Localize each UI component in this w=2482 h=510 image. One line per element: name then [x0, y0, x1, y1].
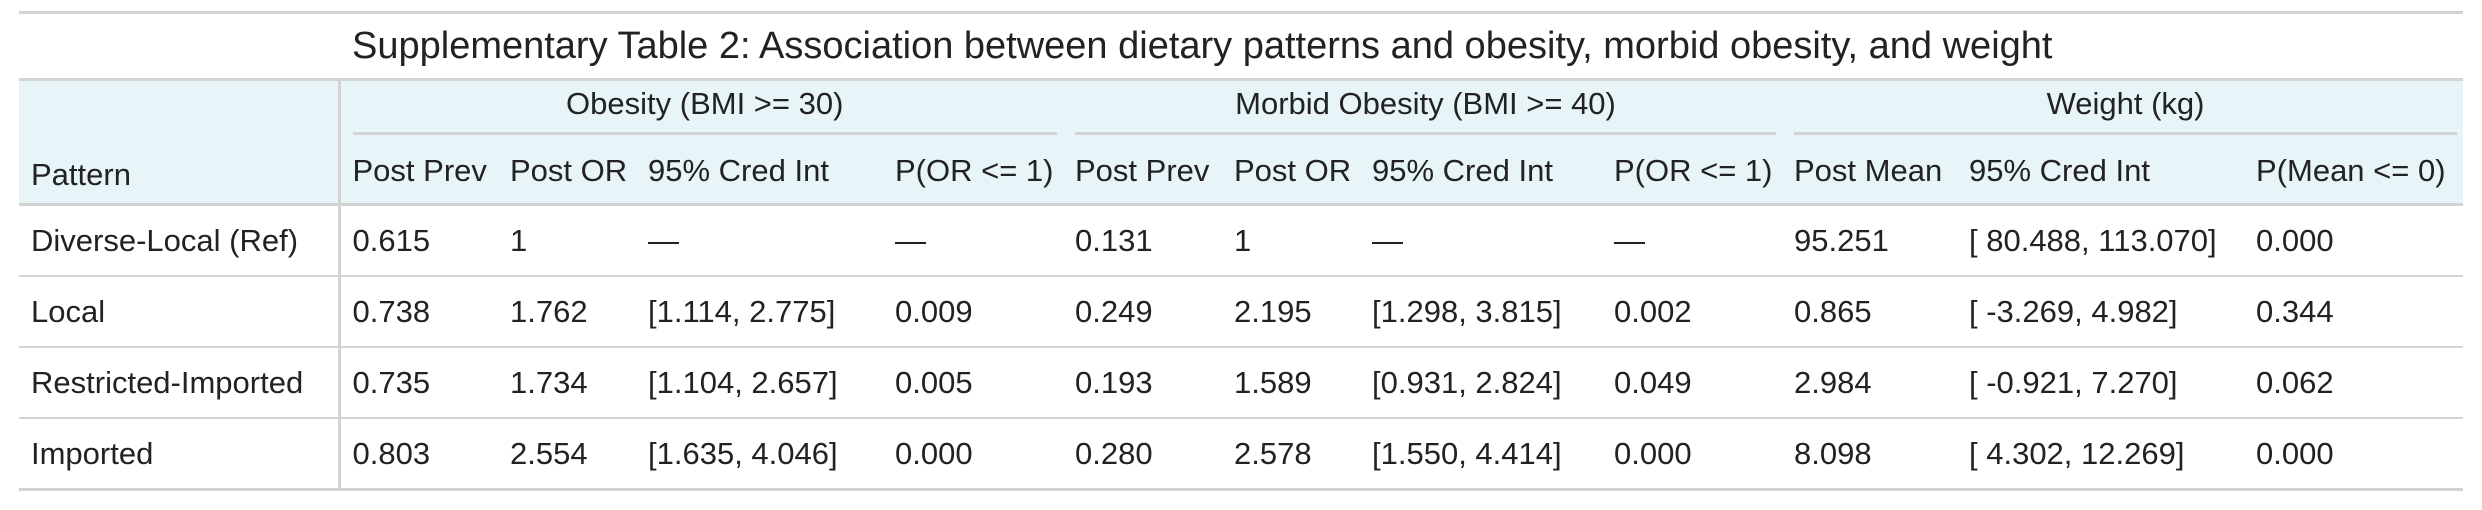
table-cell: 0.193 [1063, 347, 1222, 419]
table-cell: — [1602, 204, 1782, 277]
table-cell: 0.049 [1602, 347, 1782, 419]
table-cell: 2.195 [1222, 276, 1360, 348]
spanner-obesity: Obesity (BMI >= 30) [339, 79, 1063, 139]
table-cell: 1 [498, 204, 636, 277]
table-cell: 0.865 [1782, 276, 1957, 348]
column-header: P(OR <= 1) [883, 139, 1063, 206]
column-header: P(Mean <= 0) [2244, 139, 2464, 206]
table-cell: 0.344 [2244, 276, 2464, 348]
spanner-weight: Weight (kg) [1782, 79, 2464, 139]
table-cell: 0.005 [883, 347, 1063, 419]
spanner-morbid-obesity: Morbid Obesity (BMI >= 40) [1063, 79, 1782, 139]
supplementary-table: Supplementary Table 2: Association betwe… [19, 11, 2464, 491]
column-header: Post OR [1222, 139, 1360, 206]
table-cell: 0.738 [339, 276, 498, 348]
table-cell: [1.114, 2.775] [636, 276, 883, 348]
table-row: Restricted-Imported 0.735 1.734 [1.104, 2.6… [19, 347, 2464, 419]
column-header: Post OR [498, 139, 636, 206]
table-cell: 1.589 [1222, 347, 1360, 419]
table-cell: 0.280 [1075, 435, 1153, 471]
table-cell: [1.104, 2.657] [636, 347, 883, 419]
table-title: Supplementary Table 2: Association betwe… [339, 12, 2464, 81]
table-cell: [1.635, 4.046] [648, 435, 838, 471]
column-header: Post Prev [339, 139, 498, 206]
column-header: Post Prev [1063, 139, 1222, 206]
table-cell: 0.249 [1063, 276, 1222, 348]
table-cell: [1.298, 3.815] [1360, 276, 1602, 348]
table-cell: — [636, 204, 883, 277]
title-row: Supplementary Table 2: Association betwe… [19, 12, 2464, 81]
table-row: Imported 0.803 2.554 [1.635, 4.046] 0.000 0.2… [19, 418, 2463, 490]
table-cell: 0.803 [352, 435, 431, 471]
table-cell: 0.062 [2244, 347, 2464, 419]
table-cell: 95.251 [1782, 204, 1957, 277]
table-cell: 2.554 [510, 435, 588, 471]
stub-header: Pattern [19, 79, 341, 206]
table-cell: 0.009 [883, 276, 1063, 348]
table-cell: 1.762 [498, 276, 636, 348]
table-cell: [1.550, 4.414] [1372, 435, 1562, 471]
table-row: Diverse-Local (Ref) 0.615 1— —0.131 1— —95.25… [19, 204, 2464, 277]
table-cell: 0.000 [1614, 435, 1692, 471]
spanner-row: Pattern Obesity (BMI >= 30) Morbid Obesi… [19, 79, 2464, 206]
column-header-row: Post Prev Post OR 95% Cred Int P(OR <= 1… [19, 139, 2464, 206]
row-label: Diverse-Local (Ref) [19, 204, 341, 277]
table-cell: [ -3.269, 4.982] [1957, 276, 2244, 348]
row-label: Local [19, 276, 341, 348]
table-cell: [ 80.488, 113.070] [1957, 204, 2244, 277]
table-cell: 1 [1222, 204, 1360, 277]
table-row: Local 0.738 1.762 [1.114, 2.775] 0.009 0.249 2… [19, 276, 2464, 348]
table-cell: 0.002 [1602, 276, 1782, 348]
column-header: 95% Cred Int [1360, 139, 1602, 206]
table-cell: 8.098 [1794, 435, 1872, 471]
table-cell: [ -0.921, 7.270] [1957, 347, 2244, 419]
table-cell: 0.615 [339, 204, 498, 277]
table-cell: — [883, 204, 1063, 277]
table-cell: 1.734 [498, 347, 636, 419]
table-cell: 2.984 [1782, 347, 1957, 419]
column-header: Post Mean [1782, 139, 1957, 206]
row-label: Imported [19, 418, 341, 490]
table-cell: 0.000 [2244, 204, 2464, 277]
table-cell: 0.735 [339, 347, 498, 419]
row-label: Restricted-Imported [19, 347, 341, 419]
table-cell: — [1360, 204, 1602, 277]
table-cell: 2.578 [1234, 435, 1312, 471]
column-header: 95% Cred Int [1957, 139, 2244, 206]
column-header: 95% Cred Int [636, 139, 883, 206]
table-cell: [ 4.302, 12.269] [1969, 435, 2185, 471]
table-cell: 0.000 [895, 435, 973, 471]
table-body: Diverse-Local (Ref) 0.615 1— —0.131 1— —95.25… [19, 204, 2464, 490]
column-header: P(OR <= 1) [1602, 139, 1782, 206]
table-cell: [0.931, 2.824] [1360, 347, 1602, 419]
table-cell: 0.000 [2256, 435, 2334, 471]
table-wrapper: Supplementary Table 2: Association betwe… [19, 11, 2464, 491]
table-cell: 0.131 [1063, 204, 1222, 277]
